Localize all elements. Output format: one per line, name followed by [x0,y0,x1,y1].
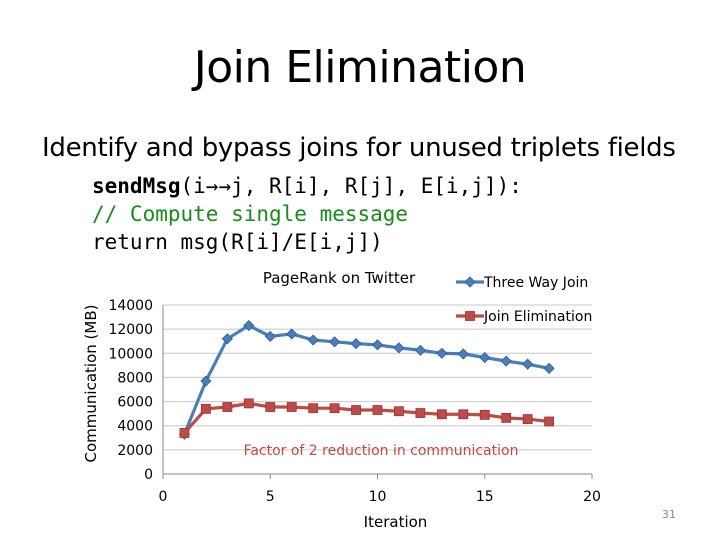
data-point [457,348,469,360]
data-point [479,409,490,420]
x-tick-label: 0 [159,489,168,505]
data-point [393,342,405,354]
y-tick-label: 14000 [108,298,153,314]
legend-label: Three Way Join [483,275,588,291]
data-point [179,428,190,438]
data-point [479,351,491,364]
data-point [522,358,534,370]
data-point [500,355,512,367]
code-line-2-comment: // Compute single message [92,202,409,226]
data-point [200,403,211,414]
data-point [544,416,554,427]
data-point [264,330,276,342]
data-point [372,405,383,415]
data-point [371,339,384,351]
series-line-2 [183,401,550,435]
y-tick-label: 8000 [117,370,153,386]
data-point [501,412,512,423]
data-point [243,319,255,332]
data-point [522,414,533,424]
chart-title: PageRank on Twitter [263,269,416,287]
data-point [286,328,298,340]
data-point [415,408,426,418]
data-point [265,402,276,412]
data-point [329,403,340,414]
data-point [200,375,212,387]
legend-label: Join Elimination [483,309,592,325]
legend-marker [464,276,476,288]
code-block: sendMsg(i→→j, R[i], R[j], E[i,j]): // Co… [92,172,522,256]
data-point [308,403,319,414]
data-point [243,398,254,409]
data-point [307,334,319,346]
x-tick-label: 20 [583,489,601,505]
data-point [543,362,555,374]
data-point [436,409,447,420]
x-axis-label: Iteration [364,513,428,531]
page-number: 31 [662,508,676,521]
y-tick-label: 10000 [108,346,153,362]
legend-marker [465,311,475,321]
code-function-name: sendMsg [92,174,181,198]
code-line-1-args: (i→→j, R[i], R[j], E[i,j]): [180,174,522,198]
x-tick-label: 5 [266,489,275,505]
data-point [436,347,448,359]
y-tick-label: 6000 [117,395,153,411]
data-point [394,406,404,417]
data-point [221,333,233,345]
chart-annotation: Factor of 2 reduction in communication [244,443,519,459]
y-tick-label: 0 [144,467,153,483]
code-line-3: return msg(R[i]/E[i,j]) [92,230,383,254]
x-tick-label: 15 [476,489,494,505]
series-line-1 [182,323,550,435]
data-point [414,344,426,356]
x-tick-label: 10 [369,489,387,505]
data-point [350,338,362,350]
data-point [351,405,361,415]
y-axis-label: Communication (MB) [82,305,100,463]
slide-title: Join Elimination [193,42,527,93]
y-tick-label: 2000 [117,443,153,459]
y-tick-label: 12000 [108,322,153,338]
data-point [286,402,297,412]
y-tick-label: 4000 [117,419,153,435]
data-point [222,402,233,412]
data-point [458,409,469,420]
data-point [329,336,341,348]
bullet-text: Identify and bypass joins for unused tri… [42,133,676,163]
